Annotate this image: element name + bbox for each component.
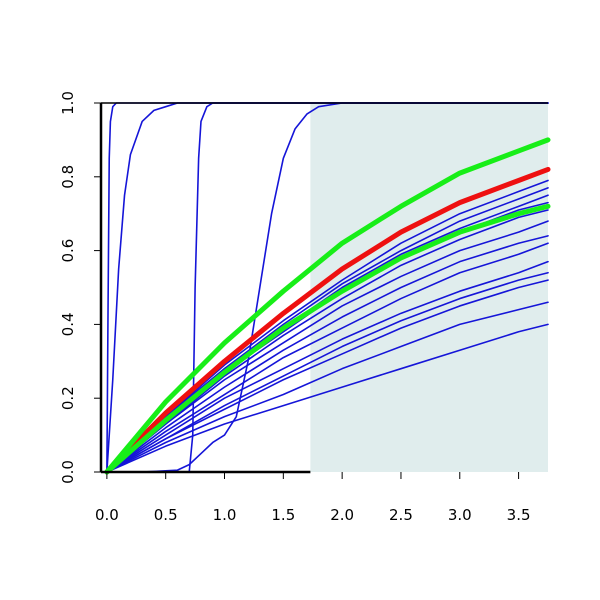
blue-curve-7	[106, 271, 549, 473]
y-tick-label: 0.6	[59, 239, 77, 263]
blue-curve-15	[106, 187, 549, 473]
blue-curve-6	[106, 279, 549, 473]
blue-curve-5	[106, 301, 549, 473]
blue-curve-16	[106, 179, 549, 473]
x-ticks: 0.0 0.5 1.0 1.5 2.0 2.5 3.0 3.5	[95, 472, 531, 524]
blue-curve-3	[106, 102, 549, 473]
series-layer	[104, 102, 551, 475]
x-tick-label: 3.0	[448, 506, 472, 524]
x-tick-label: 0.0	[95, 506, 119, 524]
y-tick-label: 0.8	[59, 165, 77, 189]
red-curve-17	[104, 166, 551, 475]
x-tick-label: 2.0	[330, 506, 354, 524]
x-tick-label: 1.5	[271, 506, 295, 524]
y-tick-label: 0.0	[59, 460, 77, 484]
y-ticks: 0.0 0.2 0.4 0.6 0.8 1.0	[59, 91, 101, 484]
blue-curve-2	[106, 102, 549, 473]
y-tick-label: 1.0	[59, 91, 77, 115]
x-tick-label: 0.5	[154, 506, 178, 524]
x-tick-label: 3.5	[507, 506, 531, 524]
x-tick-label: 1.0	[213, 506, 237, 524]
y-tick-label: 0.4	[59, 312, 77, 336]
blue-curve-11	[106, 220, 549, 473]
blue-curve-10	[106, 235, 549, 473]
y-tick-label: 0.2	[59, 386, 77, 410]
blue-curve-12	[106, 209, 549, 473]
blue-curve-8	[106, 260, 549, 473]
blue-curve-9	[106, 242, 549, 473]
x-tick-label: 2.5	[389, 506, 413, 524]
green-curve-18	[104, 137, 551, 475]
green-curve-19	[104, 203, 551, 475]
blue-curve-4	[106, 323, 549, 473]
blue-curve-1	[106, 102, 549, 473]
